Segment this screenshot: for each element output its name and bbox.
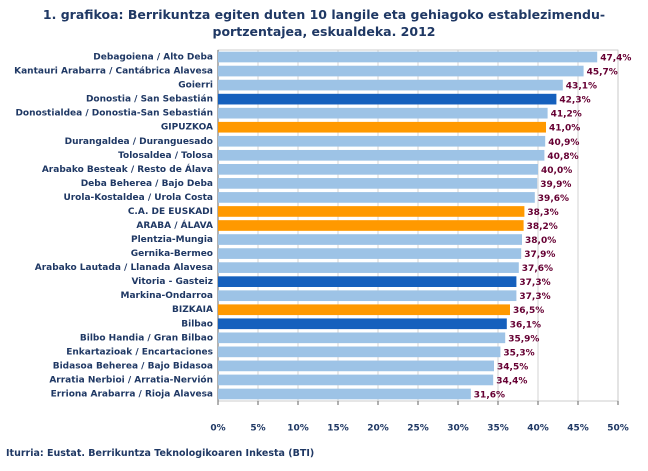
x-tick-label: 20% [367,424,389,434]
bar [218,93,557,105]
y-tick-label: Tolosaldea / Tolosa [118,151,213,161]
x-tick-label: 45% [567,424,589,434]
y-tick-label: Deba Beherea / Bajo Deba [81,179,213,189]
y-tick-label: Vitoria - Gasteiz [131,277,213,287]
value-label: 38,0% [525,236,556,246]
value-label: 40,9% [548,138,579,148]
bar [218,220,524,231]
bar [218,332,506,344]
value-label: 41,2% [551,110,582,120]
x-tick-label: 25% [407,424,429,434]
value-label: 34,5% [497,362,528,372]
value-label: 47,4% [600,54,631,64]
value-label: 34,4% [496,376,527,386]
bar [218,262,519,273]
bar [218,346,501,358]
bar [218,164,538,175]
y-tick-label: Durangaldea / Duranguesado [65,137,213,147]
value-label: 41,0% [549,124,580,134]
value-label: 39,9% [540,180,571,190]
bar [218,178,538,189]
y-tick-label: C.A. DE EUSKADI [128,207,213,217]
value-label: 38,2% [527,222,558,232]
value-label: 31,6% [474,390,505,400]
value-label: 43,1% [566,82,597,92]
value-label: 35,3% [503,348,534,358]
y-tick-label: Plentzia-Mungia [131,235,213,245]
x-tick-label: 30% [447,424,469,434]
y-tick-label: Urola-Kostaldea / Urola Costa [63,193,213,203]
x-tick-label: 35% [487,424,509,434]
bar [218,374,494,386]
bar [218,51,598,63]
bar [218,65,584,77]
chart-title: 1. grafikoa: Berrikuntza egiten duten 10… [42,7,606,39]
bar [218,79,563,91]
x-tick-label: 5% [250,424,265,434]
y-tick-label: Markina-Ondarroa [121,291,213,301]
bar [218,107,548,119]
value-label: 35,9% [508,334,539,344]
bar [218,276,517,287]
value-label: 37,3% [519,292,550,302]
y-tick-label: Kantauri Arabarra / Cantábrica Alavesa [14,67,213,77]
y-tick-label: Erriona Arabarra / Rioja Alavesa [51,389,213,399]
bar [218,149,545,161]
value-label: 37,9% [524,250,555,260]
y-tick-label: GIPUZKOA [161,123,213,133]
source: Iturria: Eustat. Berrikuntza Teknologiko… [6,448,315,459]
value-label: 37,6% [522,264,553,274]
value-label: 40,8% [547,152,578,162]
y-tick-label: Arratia Nerbioi / Arratia-Nervión [49,374,213,385]
value-label: 37,3% [519,278,550,288]
value-label: 38,3% [527,208,558,218]
y-tick-label: BIZKAIA [172,305,213,315]
value-label: 45,7% [587,68,618,78]
bar [218,388,471,400]
bar [218,304,510,316]
value-label: 36,5% [513,306,544,316]
bar [218,318,507,330]
bar [218,192,535,203]
y-tick-label: Debagoiena / Alto Deba [93,53,213,63]
bar [218,234,522,245]
value-label: 42,3% [559,96,590,106]
value-label: 36,1% [510,320,541,330]
y-tick-label: Arabako Besteak / Resto de Álava [42,163,213,175]
bar [218,248,522,259]
y-tick-label: Donostia / San Sebastián [86,95,213,105]
bar [218,360,494,372]
bar [218,135,546,147]
y-tick-label: Arabako Lautada / Llanada Alavesa [35,263,213,273]
x-tick-label: 15% [327,424,349,434]
bar [218,290,517,302]
value-label: 40,0% [541,166,572,176]
x-tick-label: 0% [210,424,225,434]
y-tick-label: Bilbo Handia / Gran Bilbao [80,333,213,343]
y-tick-label: Enkartazioak / Encartaciones [66,347,213,357]
value-label: 39,6% [538,194,569,204]
y-tick-label: Bilbao [181,319,213,329]
x-tick-label: 10% [287,424,309,434]
bar [218,121,546,133]
y-tick-label: Gernika-Bermeo [131,249,213,259]
y-tick-label: ARABA / ÁLAVA [136,219,213,231]
bar [218,206,525,217]
y-tick-label: Goierri [178,81,213,91]
y-tick-label: Bidasoa Beherea / Bajo Bidasoa [53,361,213,371]
x-tick-label: 50% [607,424,629,434]
y-tick-label: Donostialdea / Donostia-San Sebastián [15,109,213,119]
x-tick-label: 40% [527,424,549,434]
